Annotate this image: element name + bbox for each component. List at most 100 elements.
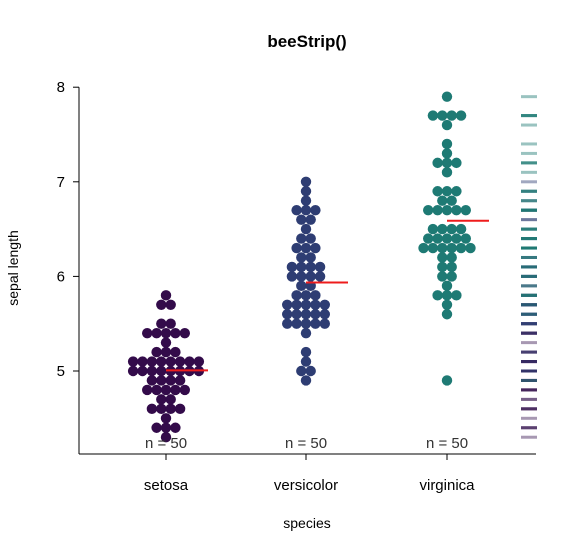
x-tick-label-setosa: setosa bbox=[144, 477, 189, 494]
data-point-setosa bbox=[161, 347, 171, 357]
data-point-virginica bbox=[456, 243, 466, 253]
data-point-virginica bbox=[442, 139, 452, 149]
data-point-virginica bbox=[442, 91, 452, 101]
data-point-versicolor bbox=[282, 309, 292, 319]
data-point-versicolor bbox=[301, 224, 311, 234]
data-point-setosa bbox=[161, 290, 171, 300]
data-point-versicolor bbox=[296, 233, 306, 243]
data-point-versicolor bbox=[301, 309, 311, 319]
data-point-versicolor bbox=[301, 186, 311, 196]
data-point-virginica bbox=[456, 224, 466, 234]
data-point-versicolor bbox=[291, 309, 301, 319]
data-point-virginica bbox=[447, 271, 457, 281]
data-point-virginica bbox=[442, 309, 452, 319]
data-point-versicolor bbox=[320, 300, 330, 310]
data-point-versicolor bbox=[306, 233, 316, 243]
data-point-versicolor bbox=[315, 271, 325, 281]
data-point-virginica bbox=[456, 110, 466, 120]
data-point-setosa bbox=[156, 404, 166, 414]
y-tick-label: 5 bbox=[57, 363, 65, 380]
data-point-versicolor bbox=[306, 214, 316, 224]
data-point-setosa bbox=[184, 356, 194, 366]
data-point-setosa bbox=[151, 347, 161, 357]
data-point-setosa bbox=[166, 319, 176, 329]
x-tick-label-versicolor: versicolor bbox=[274, 477, 338, 494]
data-point-virginica bbox=[428, 224, 438, 234]
data-point-versicolor bbox=[282, 319, 292, 329]
data-point-virginica bbox=[442, 205, 452, 215]
data-point-virginica bbox=[442, 300, 452, 310]
data-point-virginica bbox=[418, 243, 428, 253]
data-point-virginica bbox=[447, 243, 457, 253]
data-point-virginica bbox=[442, 167, 452, 177]
data-point-virginica bbox=[451, 233, 461, 243]
data-point-virginica bbox=[437, 110, 447, 120]
x-axis-label: species bbox=[283, 515, 330, 531]
data-point-versicolor bbox=[301, 196, 311, 206]
data-point-virginica bbox=[451, 186, 461, 196]
data-point-versicolor bbox=[301, 205, 311, 215]
data-point-versicolor bbox=[296, 271, 306, 281]
data-point-versicolor bbox=[291, 319, 301, 329]
data-point-versicolor bbox=[301, 290, 311, 300]
data-point-versicolor bbox=[301, 177, 311, 187]
data-point-setosa bbox=[161, 328, 171, 338]
data-point-setosa bbox=[156, 319, 166, 329]
data-point-virginica bbox=[465, 243, 475, 253]
data-point-virginica bbox=[437, 243, 447, 253]
data-point-versicolor bbox=[320, 319, 330, 329]
data-point-versicolor bbox=[301, 356, 311, 366]
data-point-versicolor bbox=[310, 243, 320, 253]
data-point-versicolor bbox=[301, 328, 311, 338]
data-point-setosa bbox=[161, 337, 171, 347]
data-point-versicolor bbox=[296, 262, 306, 272]
data-point-virginica bbox=[437, 271, 447, 281]
data-point-versicolor bbox=[296, 366, 306, 376]
data-point-virginica bbox=[432, 205, 442, 215]
data-point-setosa bbox=[170, 328, 180, 338]
data-point-virginica bbox=[428, 110, 438, 120]
data-point-versicolor bbox=[306, 262, 316, 272]
data-point-setosa bbox=[151, 423, 161, 433]
data-point-setosa bbox=[170, 423, 180, 433]
data-point-versicolor bbox=[301, 243, 311, 253]
y-tick-label: 6 bbox=[57, 268, 65, 285]
data-point-virginica bbox=[432, 158, 442, 168]
data-point-virginica bbox=[442, 281, 452, 291]
data-point-virginica bbox=[451, 205, 461, 215]
data-point-setosa bbox=[156, 300, 166, 310]
data-point-virginica bbox=[437, 252, 447, 262]
data-point-versicolor bbox=[310, 300, 320, 310]
data-point-virginica bbox=[442, 233, 452, 243]
data-point-versicolor bbox=[306, 366, 316, 376]
y-tick-label: 7 bbox=[57, 174, 65, 191]
data-point-setosa bbox=[147, 356, 157, 366]
data-point-versicolor bbox=[287, 262, 297, 272]
count-label-virginica: n = 50 bbox=[426, 435, 468, 452]
data-point-setosa bbox=[166, 394, 176, 404]
data-point-versicolor bbox=[296, 252, 306, 262]
data-point-setosa bbox=[161, 413, 171, 423]
data-point-virginica bbox=[442, 148, 452, 158]
count-label-setosa: n = 50 bbox=[145, 435, 187, 452]
data-point-setosa bbox=[156, 366, 166, 376]
data-point-setosa bbox=[161, 423, 171, 433]
data-point-setosa bbox=[175, 375, 185, 385]
data-point-versicolor bbox=[301, 375, 311, 385]
data-point-virginica bbox=[432, 290, 442, 300]
data-point-versicolor bbox=[310, 319, 320, 329]
data-point-setosa bbox=[166, 300, 176, 310]
data-point-virginica bbox=[447, 262, 457, 272]
data-point-virginica bbox=[432, 233, 442, 243]
data-point-versicolor bbox=[310, 290, 320, 300]
data-point-versicolor bbox=[301, 347, 311, 357]
data-point-versicolor bbox=[287, 271, 297, 281]
data-point-setosa bbox=[156, 356, 166, 366]
data-point-versicolor bbox=[301, 300, 311, 310]
data-point-setosa bbox=[175, 356, 185, 366]
data-point-setosa bbox=[156, 394, 166, 404]
data-point-setosa bbox=[194, 356, 204, 366]
data-point-virginica bbox=[442, 120, 452, 130]
data-point-versicolor bbox=[282, 300, 292, 310]
data-point-setosa bbox=[147, 375, 157, 385]
